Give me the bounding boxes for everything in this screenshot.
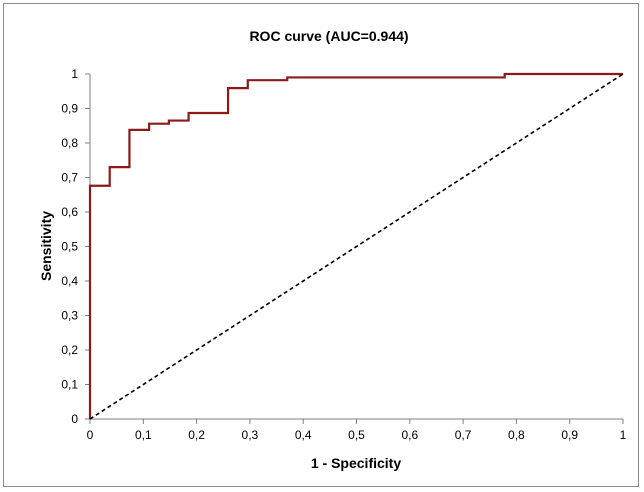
x-tick-label: 0,8 [508, 428, 525, 442]
y-tick-label: 0,5 [61, 240, 78, 254]
x-axis-ticks: 0 0,1 0,2 0,3 0,4 0,5 0,6 0,7 0,8 0,9 1 [87, 419, 627, 442]
reference-diagonal-line [89, 73, 624, 420]
y-tick-label: 1 [71, 67, 78, 81]
x-tick-label: 0,7 [455, 428, 472, 442]
y-tick-label: 0,9 [61, 102, 78, 116]
x-tick-label: 0,6 [401, 428, 418, 442]
y-tick-label: 0,3 [61, 309, 78, 323]
x-tick-label: 0 [87, 428, 94, 442]
x-axis-title: 1 - Specificity [311, 455, 401, 471]
series-layer [88, 72, 624, 420]
y-tick-label: 0 [71, 412, 78, 426]
x-tick-label: 0,1 [135, 428, 152, 442]
x-tick-label: 0,4 [295, 428, 312, 442]
x-tick-label: 1 [620, 428, 627, 442]
y-tick-label: 0,2 [61, 343, 78, 357]
y-axis-title: Sensitivity [38, 211, 54, 281]
x-tick-label: 0,9 [561, 428, 578, 442]
x-tick-label: 0,2 [188, 428, 205, 442]
y-tick-label: 0,7 [61, 171, 78, 185]
y-tick-label: 0,8 [61, 136, 78, 150]
x-tick-label: 0,5 [348, 428, 365, 442]
y-tick-label: 0,6 [61, 205, 78, 219]
y-tick-label: 0,4 [61, 274, 78, 288]
y-axis-ticks: 0 0,1 0,2 0,3 0,4 0,5 0,6 0,7 0,8 0,9 1 [61, 67, 90, 426]
chart-title: ROC curve (AUC=0.944) [249, 28, 408, 44]
y-tick-label: 0,1 [61, 378, 78, 392]
roc-curve-line [88, 72, 623, 419]
x-tick-label: 0,3 [242, 428, 259, 442]
